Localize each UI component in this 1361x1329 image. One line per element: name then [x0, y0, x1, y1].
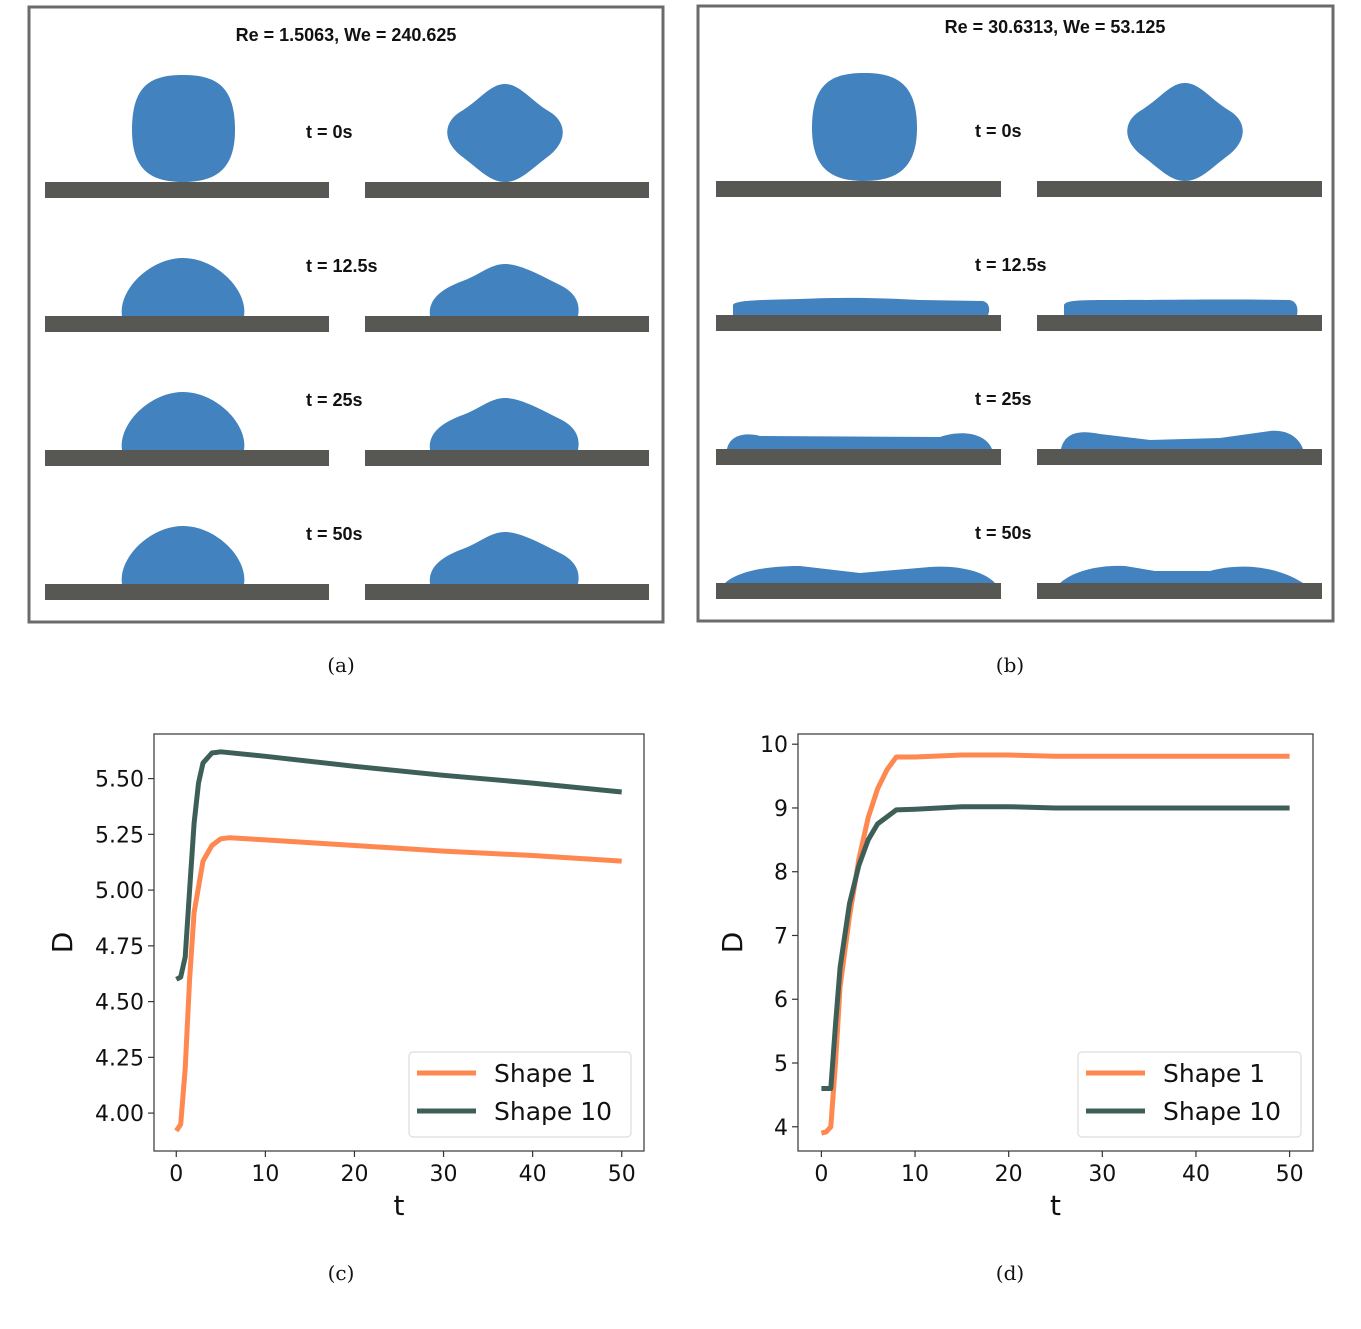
droplet-shape10-t12	[1064, 299, 1298, 315]
droplet-shape1-t12	[121, 258, 245, 316]
plot-frame	[797, 733, 1314, 1152]
time-label: t = 25s	[306, 390, 363, 410]
x-tick-label: 30	[430, 1162, 458, 1187]
y-tick-label: 9	[774, 797, 788, 822]
y-tick-label: 4.25	[95, 1046, 144, 1071]
panel-b: Re = 30.6313, We = 53.125 t = 0s t = 12.…	[696, 4, 1335, 677]
x-tick-label: 10	[251, 1162, 279, 1187]
caption-b: (b)	[996, 653, 1024, 677]
x-tick-label: 40	[1182, 1162, 1210, 1187]
time-label: t = 50s	[975, 523, 1032, 543]
plot-frame	[153, 733, 645, 1152]
panel-a: Re = 1.5063, We = 240.625 t = 0s t = 12.…	[27, 5, 665, 677]
series-line-shape-1	[174, 835, 622, 1133]
legend-label: Shape 10	[494, 1097, 612, 1126]
y-tick-label: 7	[774, 924, 788, 949]
droplet-shape10-t0	[447, 84, 563, 182]
y-axis-label: D	[46, 932, 79, 954]
caption: (c)	[328, 1261, 355, 1285]
x-tick-label: 0	[169, 1162, 183, 1187]
droplet-shape10-t12	[429, 264, 579, 316]
y-tick-label: 4.00	[95, 1102, 144, 1127]
time-label: t = 50s	[306, 524, 363, 544]
caption-a: (a)	[327, 653, 355, 677]
droplet-shape1-t25	[727, 433, 992, 449]
y-tick-label: 10	[760, 733, 788, 758]
droplet-shape1-t12	[733, 297, 990, 315]
x-tick-label: 30	[1088, 1162, 1116, 1187]
y-axis-label: D	[716, 932, 749, 954]
y-tick-label: 5.00	[95, 879, 144, 904]
droplet-shape10-t50	[1060, 565, 1303, 583]
x-tick-label: 50	[1276, 1162, 1304, 1187]
legend-label: Shape 10	[1163, 1097, 1281, 1126]
legend: Shape 1 Shape 10	[1077, 1051, 1302, 1138]
panel-a-frame	[27, 5, 665, 624]
y-tick-label: 5.25	[95, 823, 144, 848]
series-line-shape-10	[175, 749, 622, 982]
series-line-shape-10	[821, 804, 1290, 1091]
x-tick-label: 40	[519, 1162, 547, 1187]
y-tick-label: 5.50	[95, 768, 144, 793]
x-tick-label: 0	[814, 1162, 828, 1187]
y-tick-label: 6	[774, 988, 788, 1013]
time-label: t = 12.5s	[306, 256, 378, 276]
y-tick-label: 5	[774, 1052, 788, 1077]
caption: (d)	[996, 1261, 1024, 1285]
time-label: t = 12.5s	[975, 255, 1047, 275]
x-axis-label: t	[1050, 1189, 1061, 1222]
droplet-shape1-t50	[121, 526, 245, 584]
droplet-shape1-t50	[725, 566, 995, 583]
panel-a-title: Re = 1.5063, We = 240.625	[236, 25, 457, 45]
x-tick-label: 20	[340, 1162, 368, 1187]
legend-label: Shape 1	[1163, 1059, 1265, 1088]
droplet-shape10-t0	[1127, 83, 1243, 181]
droplet-shape10-t50	[429, 532, 579, 584]
y-tick-label: 8	[774, 861, 788, 886]
legend: Shape 1 Shape 10	[408, 1051, 632, 1138]
x-tick-label: 20	[995, 1162, 1023, 1187]
x-tick-label: 10	[901, 1162, 929, 1187]
droplet-shape10-t25	[429, 398, 579, 450]
y-tick-label: 4.75	[95, 935, 144, 960]
droplet-shape1-t0	[812, 73, 917, 181]
substrates-a	[45, 182, 649, 600]
legend-label: Shape 1	[494, 1059, 596, 1088]
x-tick-label: 50	[608, 1162, 636, 1187]
time-label: t = 25s	[975, 389, 1032, 409]
y-tick-label: 4.50	[95, 991, 144, 1016]
droplet-shape10-t25	[1061, 430, 1303, 449]
y-tick-label: 4	[774, 1116, 788, 1141]
panel-b-title: Re = 30.6313, We = 53.125	[945, 17, 1166, 37]
time-label: t = 0s	[975, 121, 1022, 141]
substrates-b	[716, 181, 1322, 599]
droplet-shape1-t25	[121, 392, 245, 450]
panel-b-frame	[696, 4, 1335, 623]
droplet-shape1-t0	[132, 75, 235, 182]
x-axis-label: t	[394, 1189, 405, 1222]
series-line-shape-1	[820, 752, 1290, 1136]
time-label: t = 0s	[306, 122, 353, 142]
